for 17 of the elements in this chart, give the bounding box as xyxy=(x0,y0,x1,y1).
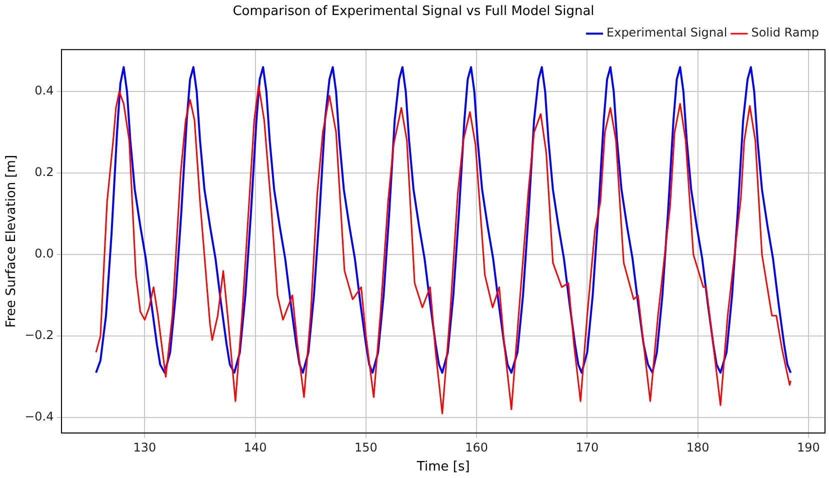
y-tick-label: 0.4 xyxy=(34,84,54,98)
x-tick-label: 170 xyxy=(576,440,599,454)
y-tick-label: 0.2 xyxy=(34,165,54,180)
x-axis-title: Time [s] xyxy=(416,460,470,475)
y-axis-title: Free Surface Elevation [m] xyxy=(4,154,20,328)
chart-title: Comparison of Experimental Signal vs Full Model Signal xyxy=(232,4,594,20)
x-tick-label: 180 xyxy=(686,440,710,454)
y-tick-label: −0.2 xyxy=(24,328,54,342)
x-tick-label: 130 xyxy=(133,440,156,454)
x-tick-label: 140 xyxy=(244,440,267,454)
legend-label: Solid Ramp xyxy=(751,26,820,40)
legend-label: Experimental Signal xyxy=(606,26,728,40)
x-tick-label: 150 xyxy=(354,440,378,454)
x-tick-label: 160 xyxy=(465,440,488,454)
y-tick-label: 0.0 xyxy=(34,246,54,261)
y-tick-label: −0.4 xyxy=(24,410,54,424)
x-tick-label: 190 xyxy=(796,440,820,454)
